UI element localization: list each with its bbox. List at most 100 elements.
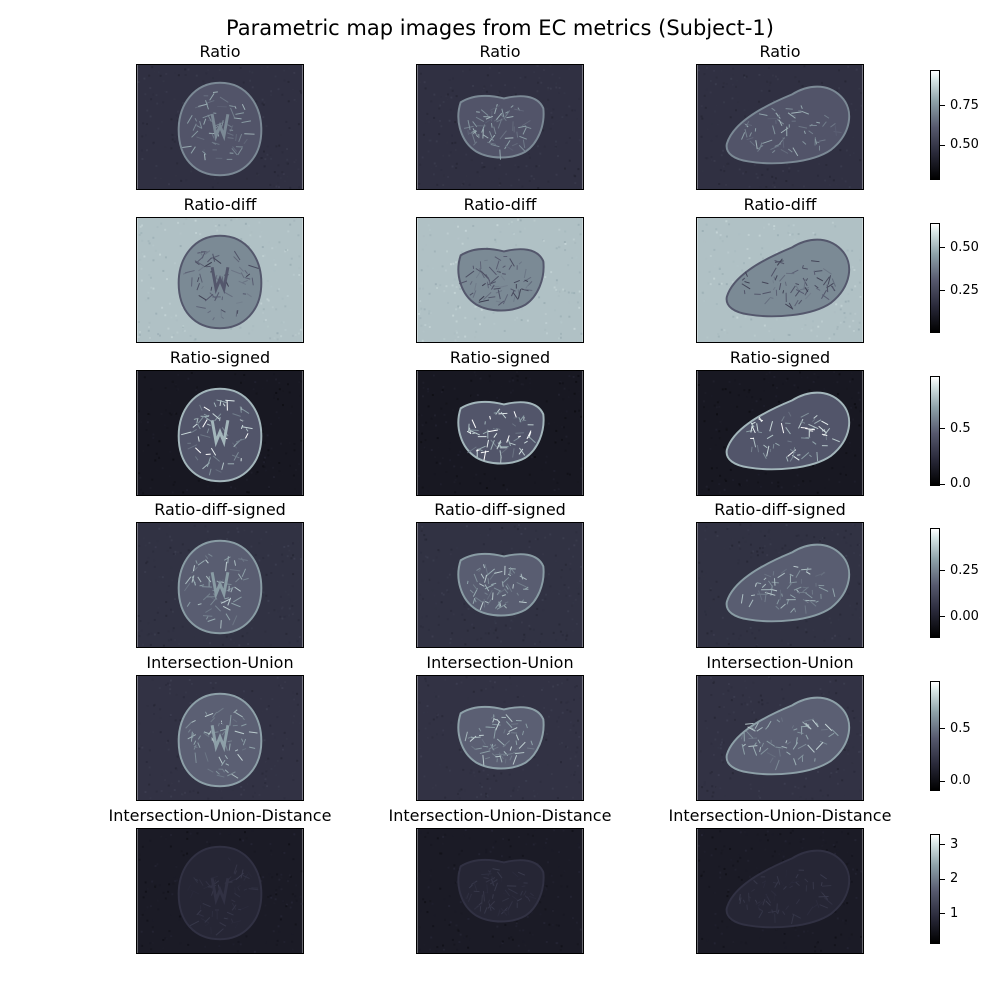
colorbar-tick <box>940 570 945 572</box>
tissue-texture <box>181 399 253 476</box>
tissue-texture <box>183 553 249 629</box>
parametric-map-panel <box>136 217 304 343</box>
colorbar-tick <box>940 428 945 430</box>
subplot-title: Ratio <box>199 42 241 61</box>
colorbar-tick-label: 0.25 <box>950 282 979 298</box>
subplot-title: Ratio-diff <box>183 195 257 214</box>
ventricle-feature <box>210 877 230 906</box>
parametric-map-panel <box>416 828 584 954</box>
parametric-map-panel <box>136 64 304 190</box>
ventricle-feature <box>210 266 230 295</box>
ventricle-feature <box>210 571 230 600</box>
parametric-map-panel <box>416 675 584 801</box>
map-image <box>137 218 303 342</box>
parametric-map-panel <box>416 370 584 496</box>
colorbar-tick-label: 0.0 <box>950 773 971 788</box>
subplot-title: Ratio <box>479 42 521 61</box>
map-image <box>417 371 583 495</box>
parametric-map-panel <box>136 828 304 954</box>
tissue-texture <box>187 857 259 936</box>
parametric-map-panel <box>416 522 584 648</box>
colorbar-tick-label: 0.00 <box>950 608 979 624</box>
parametric-map-panel <box>696 675 864 801</box>
tissue-texture <box>741 258 836 310</box>
tissue-region <box>725 238 851 318</box>
colorbar-tick <box>940 105 945 107</box>
colorbar-tick-label: 0.25 <box>950 562 979 578</box>
map-image <box>137 676 303 800</box>
map-image <box>417 218 583 342</box>
tissue-texture <box>182 91 255 161</box>
colorbar <box>930 681 940 791</box>
tissue-texture <box>463 868 537 917</box>
tissue-region <box>725 696 851 776</box>
colorbar-tick-label: 0.50 <box>950 137 979 153</box>
subplot-title: Intersection-Union <box>706 653 854 672</box>
colorbar-tick-label: 0.5 <box>950 720 971 736</box>
parametric-map-panel <box>696 64 864 190</box>
tissue-texture <box>746 411 840 462</box>
parametric-map-panel <box>696 370 864 496</box>
colorbar-tick-label: 3 <box>950 836 959 852</box>
tissue-texture <box>466 564 529 611</box>
map-image <box>697 676 863 800</box>
parametric-map-panel <box>136 370 304 496</box>
tissue-texture <box>738 869 833 924</box>
parametric-map-panel <box>696 217 864 343</box>
subplot-title: Ratio-signed <box>449 348 551 367</box>
colorbar-tick <box>940 913 945 915</box>
colorbar <box>930 834 940 944</box>
subplot-title: Ratio-diff <box>463 195 537 214</box>
colorbar-tick-label: 0.75 <box>950 97 979 113</box>
tissue-texture <box>740 717 839 771</box>
subplot-title: Ratio-diff-signed <box>154 500 286 519</box>
colorbar-tick <box>940 878 945 880</box>
subplot-title: Intersection-Union <box>426 653 574 672</box>
tissue-texture <box>740 565 836 614</box>
colorbar-tick-label: 0.5 <box>950 420 971 436</box>
colorbar-tick <box>940 483 945 485</box>
colorbar-tick-label: 1 <box>950 905 959 921</box>
colorbar-tick <box>940 247 945 249</box>
colorbar <box>930 376 940 486</box>
ventricle-feature <box>210 419 230 448</box>
parametric-map-panel <box>136 522 304 648</box>
colorbar <box>930 70 940 180</box>
tissue-region <box>457 248 545 312</box>
map-image <box>697 65 863 189</box>
parametric-map-panel <box>696 522 864 648</box>
map-image <box>417 65 583 189</box>
parametric-map-panel <box>696 828 864 954</box>
subplot-title: Ratio-diff-signed <box>434 500 566 519</box>
subplot-title: Intersection-Union <box>146 653 294 672</box>
parametric-map-panel <box>416 217 584 343</box>
map-image <box>417 676 583 800</box>
tissue-texture <box>741 105 842 157</box>
tissue-region <box>457 95 545 159</box>
tissue-texture <box>185 707 258 779</box>
colorbar-tick <box>940 290 945 291</box>
tissue-texture <box>463 104 532 160</box>
colorbar-tick <box>940 144 945 146</box>
map-image <box>417 829 583 953</box>
subplot-title: Intersection-Union-Distance <box>668 806 892 825</box>
tissue-region <box>725 849 851 929</box>
tissue-region <box>725 543 851 623</box>
colorbar-tick <box>940 844 945 846</box>
colorbar <box>930 223 940 333</box>
parametric-map-panel <box>416 64 584 190</box>
colorbar-tick-label: 2 <box>950 871 959 887</box>
colorbar <box>930 528 940 638</box>
figure-title: Parametric map images from EC metrics (S… <box>226 16 774 40</box>
map-image <box>417 523 583 647</box>
colorbar-tick <box>940 616 945 617</box>
tissue-texture <box>466 408 536 464</box>
map-image <box>137 65 303 189</box>
colorbar-tick-label: 0.0 <box>950 476 971 492</box>
map-image <box>137 371 303 495</box>
subplot-title: Ratio-signed <box>169 348 271 367</box>
map-image <box>697 218 863 342</box>
colorbar-tick-label: 0.50 <box>950 239 979 255</box>
subplot-title: Intersection-Union-Distance <box>388 806 612 825</box>
